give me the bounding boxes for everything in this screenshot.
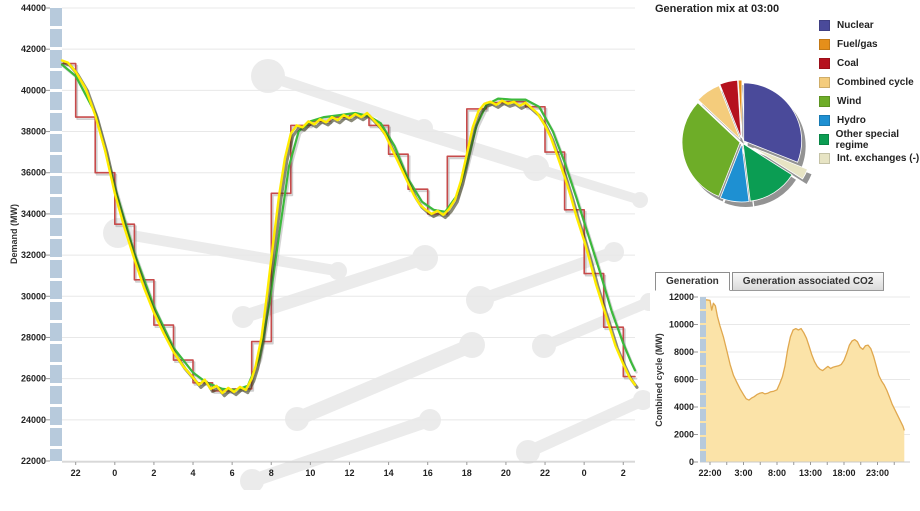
combined-cycle-line xyxy=(699,299,905,431)
legend-label: Hydro xyxy=(837,115,866,126)
legend-swatch-fuel-gas xyxy=(819,39,830,50)
legend-label: Nuclear xyxy=(837,20,874,31)
legend-label: Other special regime xyxy=(835,128,900,151)
svg-text:8:00: 8:00 xyxy=(768,468,786,478)
legend-swatch-nuclear xyxy=(819,20,830,31)
svg-text:40000: 40000 xyxy=(21,85,46,95)
svg-text:8000: 8000 xyxy=(674,347,694,357)
svg-text:22:00: 22:00 xyxy=(698,468,721,478)
tab-generation[interactable]: Generation xyxy=(655,272,730,291)
watermark xyxy=(103,59,650,490)
pie-slice-fuel-gas xyxy=(737,79,743,139)
combined-cycle-area xyxy=(700,299,905,462)
demand-y-tick-labels: 44000 42000 40000 38000 36000 34000 32000 30000… xyxy=(21,3,46,466)
svg-text:36000: 36000 xyxy=(21,168,46,178)
svg-text:16: 16 xyxy=(423,468,433,478)
svg-text:22: 22 xyxy=(540,468,550,478)
svg-text:44000: 44000 xyxy=(21,3,46,13)
svg-text:32000: 32000 xyxy=(21,250,46,260)
legend-item-other-special-regime: Other special regime xyxy=(819,128,920,151)
demand-gridlines xyxy=(46,7,635,462)
legend-item-nuclear: Nuclear xyxy=(819,16,920,35)
svg-text:23:00: 23:00 xyxy=(866,468,889,478)
legend-label: Fuel/gas xyxy=(837,39,878,50)
generation-tab-strip: Generation Generation associated CO2 xyxy=(655,272,885,291)
svg-text:6000: 6000 xyxy=(674,375,694,385)
pie-slice-nuclear xyxy=(743,82,802,163)
svg-text:42000: 42000 xyxy=(21,44,46,54)
svg-text:22: 22 xyxy=(71,468,81,478)
actual-demand-line xyxy=(60,59,637,395)
svg-text:12000: 12000 xyxy=(669,292,694,302)
svg-text:30000: 30000 xyxy=(21,291,46,301)
svg-text:4000: 4000 xyxy=(674,402,694,412)
tab-generation-associated-co2[interactable]: Generation associated CO2 xyxy=(731,272,885,290)
svg-text:18: 18 xyxy=(462,468,472,478)
legend-item-coal: Coal xyxy=(819,54,920,73)
legend-swatch-coal xyxy=(819,58,830,69)
legend-swatch-hydro xyxy=(819,115,830,126)
svg-text:12: 12 xyxy=(344,468,354,478)
pie-slice-other-special-regime xyxy=(742,142,793,202)
legend-item-fuel-gas: Fuel/gas xyxy=(819,35,920,54)
pie-slice-hydro xyxy=(719,143,750,203)
legend-item-int-exchanges: Int. exchanges (-) xyxy=(819,149,920,168)
svg-text:38000: 38000 xyxy=(21,127,46,137)
combined-cycle-chart: 12000 10000 8000 6000 4000 2000 0 22:00 3:00 8:00… xyxy=(669,292,910,478)
legend-label: Combined cycle xyxy=(837,77,914,88)
pie-slice-coal xyxy=(719,79,742,139)
legend-label: Wind xyxy=(837,96,862,107)
pie-slice-wind xyxy=(681,102,741,197)
svg-text:10: 10 xyxy=(305,468,315,478)
pie-slice-combined-cycle xyxy=(697,85,741,140)
legend-swatch-combined-cycle xyxy=(819,77,830,88)
forecast-demand-line xyxy=(60,63,637,392)
legend-item-hydro: Hydro xyxy=(819,111,920,130)
svg-text:2000: 2000 xyxy=(674,430,694,440)
svg-text:18:00: 18:00 xyxy=(832,468,855,478)
pie-slice-int-exchanges xyxy=(753,147,809,180)
svg-text:24000: 24000 xyxy=(21,415,46,425)
svg-text:6: 6 xyxy=(230,468,235,478)
demand-x-tick-labels: 22 0 2 4 6 8 10 12 14 16 18 20 22 0 2 xyxy=(71,462,626,478)
generation-mix-pie xyxy=(681,79,812,207)
generation-mix-legend: Nuclear Fuel/gas Coal Combined cycle Wind Hyd… xyxy=(819,16,920,168)
svg-text:4: 4 xyxy=(191,468,196,478)
svg-text:34000: 34000 xyxy=(21,209,46,219)
svg-text:28000: 28000 xyxy=(21,332,46,342)
svg-text:20: 20 xyxy=(501,468,511,478)
svg-text:26000: 26000 xyxy=(21,374,46,384)
svg-text:22000: 22000 xyxy=(21,456,46,466)
cc-y-tick-labels: 12000 10000 8000 6000 4000 2000 0 xyxy=(669,292,694,467)
legend-label: Coal xyxy=(837,58,859,69)
svg-text:0: 0 xyxy=(689,457,694,467)
svg-text:2: 2 xyxy=(151,468,156,478)
svg-text:3:00: 3:00 xyxy=(734,468,752,478)
svg-text:8: 8 xyxy=(269,468,274,478)
legend-item-wind: Wind xyxy=(819,92,920,111)
svg-text:0: 0 xyxy=(582,468,587,478)
svg-text:13:00: 13:00 xyxy=(799,468,822,478)
demand-chart: 4400042000400003800036000340003200030000… xyxy=(21,3,650,490)
legend-label: Int. exchanges (-) xyxy=(837,153,920,164)
svg-text:0: 0 xyxy=(112,468,117,478)
svg-text:14: 14 xyxy=(384,468,394,478)
legend-swatch-int-exchanges xyxy=(819,153,830,164)
svg-text:10000: 10000 xyxy=(669,320,694,330)
legend-item-combined-cycle: Combined cycle xyxy=(819,73,920,92)
legend-swatch-other-special-regime xyxy=(819,134,829,145)
cc-x-tick-labels: 22:00 3:00 8:00 13:00 18:00 23:00 xyxy=(698,462,895,478)
time-scrubber[interactable] xyxy=(50,8,62,461)
scheduled-demand-line xyxy=(61,62,636,392)
cc-time-scrubber[interactable] xyxy=(700,297,706,462)
generation-mix-title: Generation mix at 03:00 xyxy=(655,3,780,15)
svg-text:2: 2 xyxy=(621,468,626,478)
legend-swatch-wind xyxy=(819,96,830,107)
